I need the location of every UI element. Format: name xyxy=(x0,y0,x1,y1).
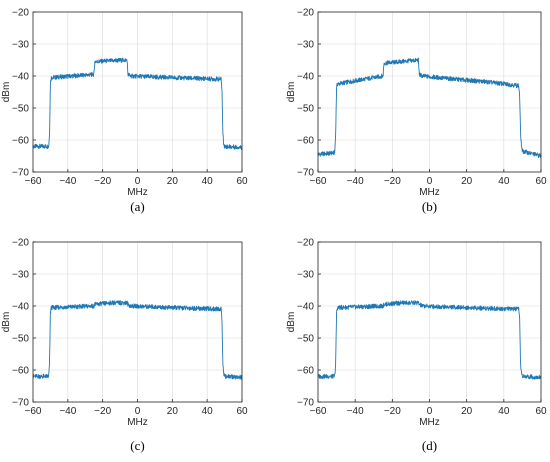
chart-panel-3: −60 −40 −20 0 20 40 60−20−30−40−50−60−70MHzdBm… xyxy=(1,238,248,454)
x-tick-label: 20 xyxy=(461,406,473,417)
x-tick-label: 0 xyxy=(427,176,433,187)
x-tick-label: −60 xyxy=(25,406,42,417)
y-tick-label: −40 xyxy=(297,72,314,83)
x-tick-label: −60 xyxy=(310,176,327,187)
y-tick-label: −70 xyxy=(12,168,29,179)
x-tick-label: −40 xyxy=(59,176,76,187)
x-tick-label: 40 xyxy=(498,406,510,417)
x-axis-label: MHz xyxy=(419,417,440,428)
y-tick-label: −60 xyxy=(12,136,29,147)
y-tick-label: −40 xyxy=(297,302,314,313)
x-tick-label: −60 xyxy=(25,176,42,187)
y-tick-label: −20 xyxy=(12,8,29,19)
x-tick-label: 20 xyxy=(461,176,473,187)
y-axis-label: dBm xyxy=(286,82,297,103)
y-tick-label: −50 xyxy=(297,104,314,115)
x-tick-label: −20 xyxy=(384,176,401,187)
y-axis-label: dBm xyxy=(1,312,12,333)
x-axis-label: MHz xyxy=(127,417,148,428)
spectrum-line xyxy=(317,300,542,380)
chart-panel-1: −60 −40 −20 0 20 40 60−20−30−40−50−60−70MHzdBm… xyxy=(1,8,248,215)
y-tick-label: −60 xyxy=(297,136,314,147)
x-tick-label: 40 xyxy=(202,176,214,187)
x-tick-label: 40 xyxy=(498,176,510,187)
y-tick-label: −60 xyxy=(12,366,29,377)
x-tick-label: −40 xyxy=(347,176,364,187)
y-tick-label: −50 xyxy=(12,104,29,115)
y-tick-label: −50 xyxy=(297,334,314,345)
x-tick-label: −40 xyxy=(59,406,76,417)
spectrum-line xyxy=(32,300,243,380)
y-tick-label: −40 xyxy=(12,72,29,83)
y-tick-label: −60 xyxy=(297,366,314,377)
x-tick-label: 0 xyxy=(135,406,141,417)
y-tick-label: −70 xyxy=(297,168,314,179)
x-tick-label: 0 xyxy=(427,406,433,417)
y-tick-label: −20 xyxy=(12,238,29,249)
x-tick-label: −20 xyxy=(384,406,401,417)
y-axis-label: dBm xyxy=(286,312,297,333)
y-tick-label: −20 xyxy=(297,8,314,19)
x-tick-label: −60 xyxy=(310,406,327,417)
panel-caption: (d) xyxy=(422,438,437,453)
x-tick-label: 60 xyxy=(236,176,248,187)
y-tick-label: −70 xyxy=(12,398,29,409)
panel-caption: (c) xyxy=(130,438,144,453)
y-tick-label: −70 xyxy=(297,398,314,409)
x-tick-label: 20 xyxy=(167,176,179,187)
y-tick-label: −20 xyxy=(297,238,314,249)
x-tick-label: 20 xyxy=(167,406,179,417)
x-tick-label: −20 xyxy=(94,176,111,187)
spectrum-line xyxy=(317,57,542,158)
x-tick-label: 40 xyxy=(202,406,214,417)
x-tick-label: 60 xyxy=(236,406,248,417)
x-tick-label: 0 xyxy=(135,176,141,187)
chart-panel-4: −60 −40 −20 0 20 40 60−20−30−40−50−60−70MHzdBm… xyxy=(286,238,547,454)
x-tick-label: −40 xyxy=(347,406,364,417)
x-axis-label: MHz xyxy=(419,187,440,198)
y-tick-label: −40 xyxy=(12,302,29,313)
panel-caption: (a) xyxy=(130,199,144,214)
y-tick-label: −50 xyxy=(12,334,29,345)
y-tick-label: −30 xyxy=(12,270,29,281)
spectrum-line xyxy=(32,57,243,150)
y-axis-label: dBm xyxy=(1,82,12,103)
y-tick-label: −30 xyxy=(297,270,314,281)
y-tick-label: −30 xyxy=(12,40,29,51)
x-tick-label: 60 xyxy=(535,406,547,417)
x-tick-label: 60 xyxy=(535,176,547,187)
x-tick-label: −20 xyxy=(94,406,111,417)
y-tick-label: −30 xyxy=(297,40,314,51)
x-axis-label: MHz xyxy=(127,187,148,198)
chart-panel-2: −60 −40 −20 0 20 40 60−20−30−40−50−60−70MHzdBm… xyxy=(286,8,547,215)
panel-caption: (b) xyxy=(422,199,437,214)
